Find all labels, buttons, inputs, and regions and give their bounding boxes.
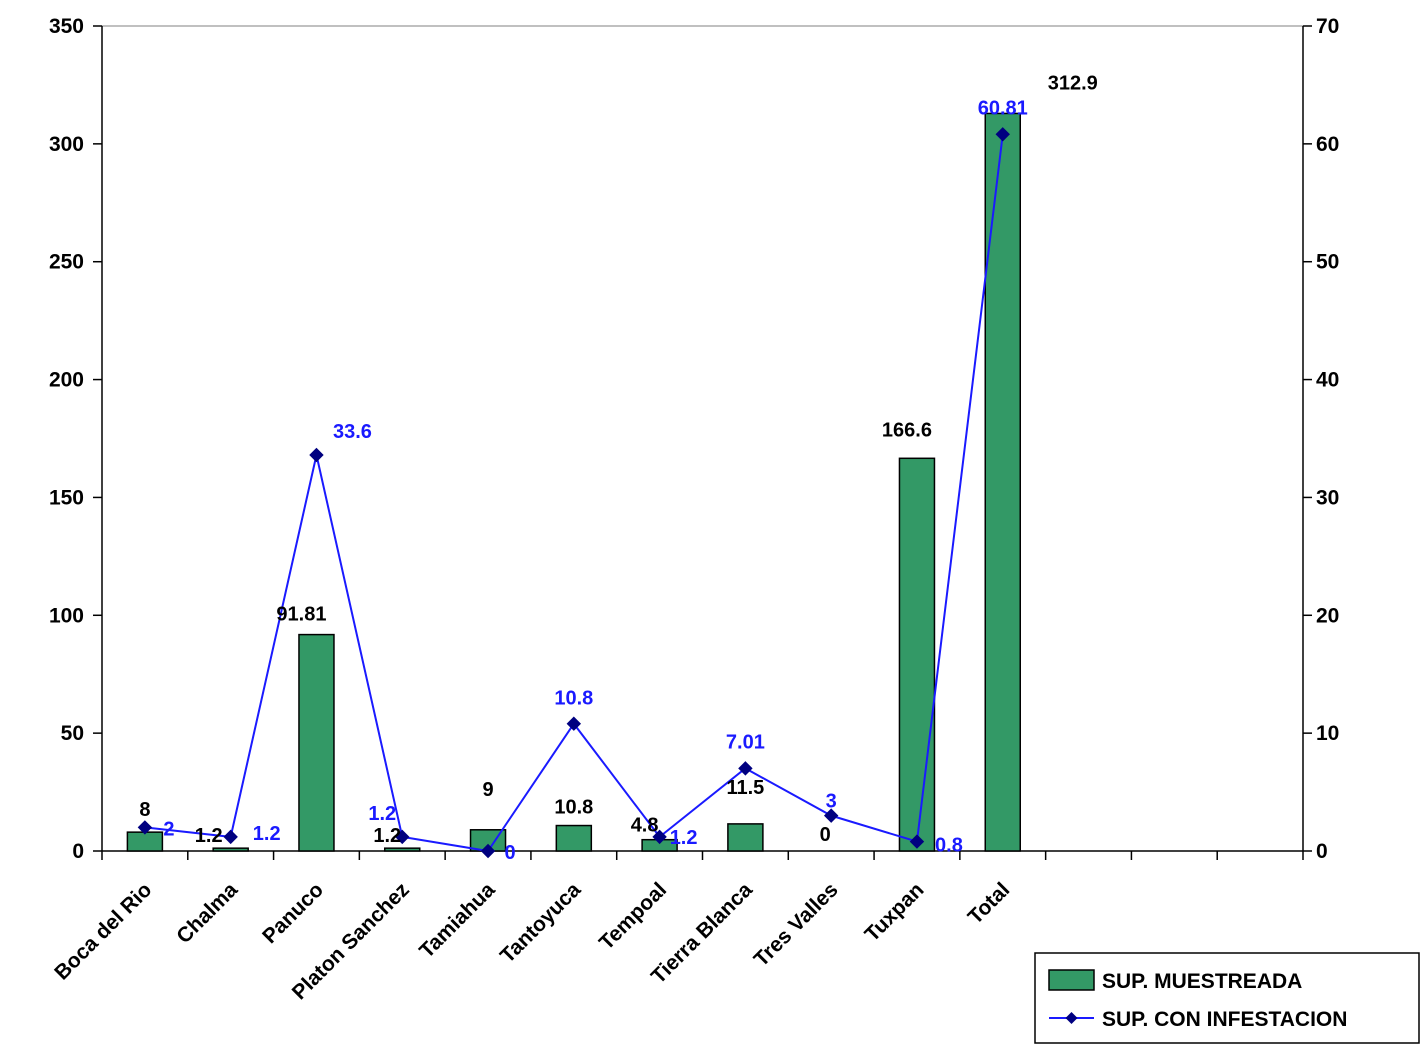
bar xyxy=(898,457,936,852)
line-point xyxy=(223,829,238,845)
bar-value-label: 91.81 xyxy=(276,604,326,626)
y-left-tick-label: 350 xyxy=(49,15,84,38)
x-category-label: Tres Valles xyxy=(750,878,843,971)
y-right-tick-label: 10 xyxy=(1316,722,1339,745)
x-category-label: Chalma xyxy=(172,878,242,948)
x-category-label: Total xyxy=(964,878,1015,929)
y-left-tick-label: 0 xyxy=(72,840,84,863)
bar xyxy=(727,823,764,852)
line-point xyxy=(309,447,324,463)
line-point xyxy=(652,829,667,845)
line-point xyxy=(566,716,582,731)
x-category-label: Tamiahua xyxy=(415,878,500,963)
x-category-label: Boca del Rio xyxy=(50,878,156,984)
bar-value-label: 1.2 xyxy=(373,825,401,847)
legend: SUP. MUESTREADA SUP. CON INFESTACION xyxy=(1034,952,1420,1044)
y-right-tick-label: 0 xyxy=(1316,840,1328,863)
legend-label-bars: SUP. MUESTREADA xyxy=(1102,970,1302,993)
bar xyxy=(126,831,164,852)
line-group xyxy=(137,127,1010,859)
bar-value-label: 10.8 xyxy=(554,797,593,819)
line-point xyxy=(137,820,153,835)
legend-box xyxy=(1034,952,1420,1044)
y-left-tick-label: 200 xyxy=(49,369,84,392)
line-point xyxy=(909,834,925,849)
line-value-label: 0 xyxy=(504,842,515,864)
line-value-label: 2 xyxy=(163,818,174,840)
x-category-label: Tuxpan xyxy=(861,878,929,946)
bar-value-label: 9 xyxy=(482,779,493,801)
x-category-label: Tempoal xyxy=(595,878,671,954)
bar-value-label: 312.9 xyxy=(1048,72,1098,94)
bar xyxy=(212,847,249,852)
y-right-tick-label: 30 xyxy=(1316,486,1339,509)
bar xyxy=(384,847,421,852)
y-right-tick-label: 70 xyxy=(1316,15,1339,38)
bars-group xyxy=(126,112,1021,852)
x-category-label: Tantoyuca xyxy=(496,878,586,968)
line-value-label: 1.2 xyxy=(368,803,396,825)
y-left-tick-label: 100 xyxy=(49,604,84,627)
line-point xyxy=(395,829,410,845)
y-left-tick-label: 50 xyxy=(61,722,84,745)
line-value-label: 10.8 xyxy=(554,688,593,710)
line-value-label: 3 xyxy=(826,791,837,813)
axes-group: 050100150200250300350010203040506070Boca… xyxy=(49,15,1339,1004)
bar xyxy=(555,824,593,852)
bar-value-label: 8 xyxy=(139,799,150,821)
line-point xyxy=(823,808,839,823)
legend-line-marker xyxy=(1065,1012,1078,1024)
line-value-label: 1.2 xyxy=(670,827,698,849)
bar-value-label: 0 xyxy=(820,824,831,846)
legend-bar-swatch xyxy=(1048,969,1095,991)
y-right-tick-label: 20 xyxy=(1316,604,1339,627)
y-left-tick-label: 250 xyxy=(49,251,84,274)
line-value-label: 7.01 xyxy=(726,731,765,753)
legend-label-line: SUP. CON INFESTACION xyxy=(1102,1008,1347,1031)
line-value-label: 0.8 xyxy=(935,835,963,857)
line-value-label: 33.6 xyxy=(333,421,372,443)
y-right-tick-label: 60 xyxy=(1316,133,1339,156)
bar-value-label: 4.8 xyxy=(631,815,659,837)
y-right-tick-label: 40 xyxy=(1316,369,1339,392)
line-value-label: 1.2 xyxy=(253,823,281,845)
bar-value-label: 166.6 xyxy=(882,419,932,441)
line-point xyxy=(738,761,753,776)
y-left-tick-label: 150 xyxy=(49,486,84,509)
data-labels-group: 8 1.2 91.81 1.2 9 10.8 4.8 11.5 0 166.6 312.9 2 1.2 3… xyxy=(139,72,1097,864)
y-left-tick-label: 300 xyxy=(49,133,84,156)
line-value-label: 60.81 xyxy=(978,97,1028,119)
bar-value-label: 11.5 xyxy=(726,777,764,799)
series-line xyxy=(144,134,1004,853)
line-point xyxy=(995,127,1010,142)
x-category-label: Panuco xyxy=(258,878,328,948)
bar-value-label: 1.2 xyxy=(195,825,223,847)
y-right-tick-label: 50 xyxy=(1316,251,1339,274)
bar xyxy=(298,633,335,852)
bar xyxy=(984,112,1021,852)
line-point xyxy=(480,843,496,859)
